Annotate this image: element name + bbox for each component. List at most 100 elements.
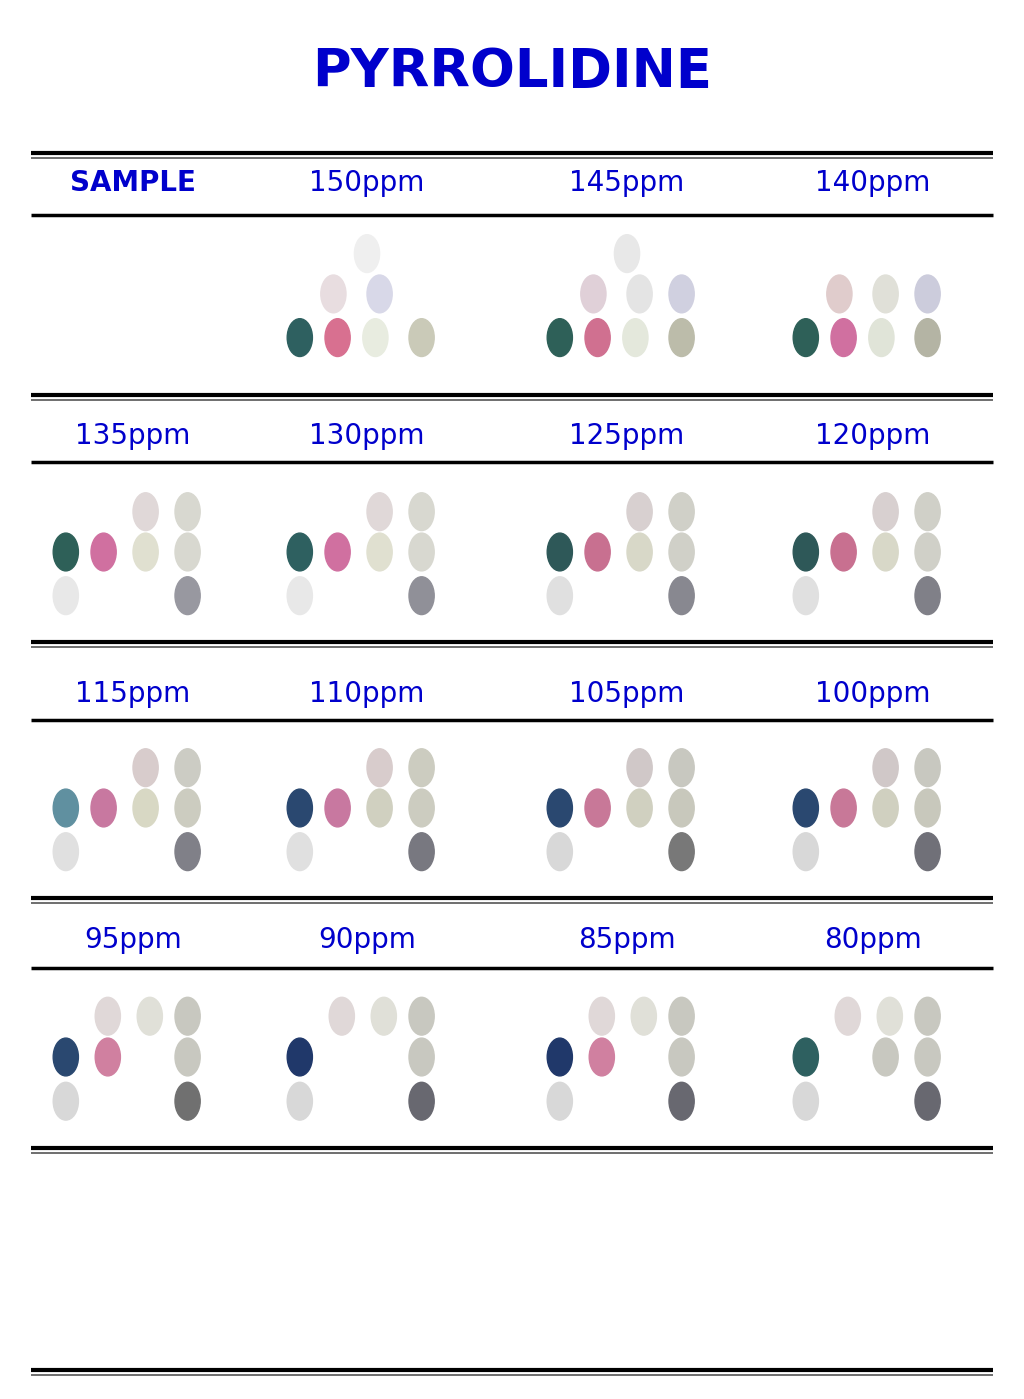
- Ellipse shape: [91, 533, 116, 571]
- Ellipse shape: [794, 319, 818, 357]
- Ellipse shape: [585, 319, 610, 357]
- Ellipse shape: [627, 276, 652, 313]
- Ellipse shape: [873, 492, 898, 530]
- Ellipse shape: [409, 492, 434, 530]
- Ellipse shape: [669, 789, 694, 827]
- Ellipse shape: [409, 832, 434, 870]
- Ellipse shape: [175, 576, 201, 614]
- Ellipse shape: [873, 1038, 898, 1076]
- Ellipse shape: [409, 319, 434, 357]
- Ellipse shape: [915, 319, 940, 357]
- Text: PYRROLIDINE: PYRROLIDINE: [312, 46, 712, 98]
- Ellipse shape: [794, 1038, 818, 1076]
- Ellipse shape: [623, 319, 648, 357]
- Text: 125ppm: 125ppm: [569, 422, 685, 450]
- Ellipse shape: [95, 1038, 121, 1076]
- Text: 100ppm: 100ppm: [815, 680, 931, 708]
- Ellipse shape: [175, 492, 201, 530]
- Ellipse shape: [915, 533, 940, 571]
- Ellipse shape: [137, 997, 163, 1035]
- Ellipse shape: [53, 789, 79, 827]
- Ellipse shape: [627, 748, 652, 786]
- Ellipse shape: [321, 276, 346, 313]
- Ellipse shape: [409, 576, 434, 614]
- Text: 135ppm: 135ppm: [76, 422, 190, 450]
- Ellipse shape: [53, 832, 79, 870]
- Ellipse shape: [669, 276, 694, 313]
- Text: 95ppm: 95ppm: [84, 926, 182, 954]
- Ellipse shape: [325, 533, 350, 571]
- Ellipse shape: [175, 748, 201, 786]
- Ellipse shape: [367, 789, 392, 827]
- Ellipse shape: [669, 533, 694, 571]
- Ellipse shape: [133, 748, 158, 786]
- Ellipse shape: [831, 789, 856, 827]
- Text: 110ppm: 110ppm: [309, 680, 425, 708]
- Ellipse shape: [91, 789, 116, 827]
- Ellipse shape: [53, 1083, 79, 1121]
- Ellipse shape: [409, 1083, 434, 1121]
- Ellipse shape: [175, 789, 201, 827]
- Ellipse shape: [836, 997, 860, 1035]
- Ellipse shape: [287, 576, 312, 614]
- Text: 140ppm: 140ppm: [815, 169, 931, 197]
- Text: 85ppm: 85ppm: [579, 926, 676, 954]
- Ellipse shape: [627, 492, 652, 530]
- Ellipse shape: [175, 1038, 201, 1076]
- Ellipse shape: [873, 748, 898, 786]
- Ellipse shape: [547, 1038, 572, 1076]
- Ellipse shape: [367, 533, 392, 571]
- Ellipse shape: [669, 492, 694, 530]
- Ellipse shape: [133, 492, 158, 530]
- Ellipse shape: [367, 492, 392, 530]
- Ellipse shape: [287, 1083, 312, 1121]
- Ellipse shape: [915, 276, 940, 313]
- Ellipse shape: [627, 789, 652, 827]
- Ellipse shape: [325, 319, 350, 357]
- Ellipse shape: [547, 832, 572, 870]
- Ellipse shape: [669, 832, 694, 870]
- Ellipse shape: [287, 533, 312, 571]
- Ellipse shape: [794, 533, 818, 571]
- Ellipse shape: [868, 319, 894, 357]
- Ellipse shape: [547, 533, 572, 571]
- Ellipse shape: [95, 997, 121, 1035]
- Ellipse shape: [409, 533, 434, 571]
- Ellipse shape: [631, 997, 656, 1035]
- Ellipse shape: [409, 1038, 434, 1076]
- Ellipse shape: [794, 832, 818, 870]
- Ellipse shape: [409, 748, 434, 786]
- Text: 130ppm: 130ppm: [309, 422, 425, 450]
- Ellipse shape: [547, 1083, 572, 1121]
- Ellipse shape: [915, 1083, 940, 1121]
- Ellipse shape: [873, 789, 898, 827]
- Ellipse shape: [831, 533, 856, 571]
- Ellipse shape: [175, 1083, 201, 1121]
- Ellipse shape: [873, 533, 898, 571]
- Ellipse shape: [175, 832, 201, 870]
- Ellipse shape: [175, 997, 201, 1035]
- Ellipse shape: [133, 533, 158, 571]
- Ellipse shape: [133, 789, 158, 827]
- Ellipse shape: [409, 789, 434, 827]
- Ellipse shape: [794, 1083, 818, 1121]
- Ellipse shape: [581, 276, 606, 313]
- Text: 150ppm: 150ppm: [309, 169, 425, 197]
- Ellipse shape: [367, 276, 392, 313]
- Ellipse shape: [585, 789, 610, 827]
- Ellipse shape: [831, 319, 856, 357]
- Ellipse shape: [669, 576, 694, 614]
- Text: 145ppm: 145ppm: [569, 169, 685, 197]
- Ellipse shape: [915, 492, 940, 530]
- Ellipse shape: [287, 319, 312, 357]
- Text: 105ppm: 105ppm: [569, 680, 685, 708]
- Ellipse shape: [614, 235, 640, 273]
- Text: 80ppm: 80ppm: [824, 926, 922, 954]
- Text: 90ppm: 90ppm: [318, 926, 416, 954]
- Ellipse shape: [627, 533, 652, 571]
- Ellipse shape: [669, 748, 694, 786]
- Ellipse shape: [409, 997, 434, 1035]
- Ellipse shape: [53, 533, 79, 571]
- Ellipse shape: [329, 997, 354, 1035]
- Ellipse shape: [915, 789, 940, 827]
